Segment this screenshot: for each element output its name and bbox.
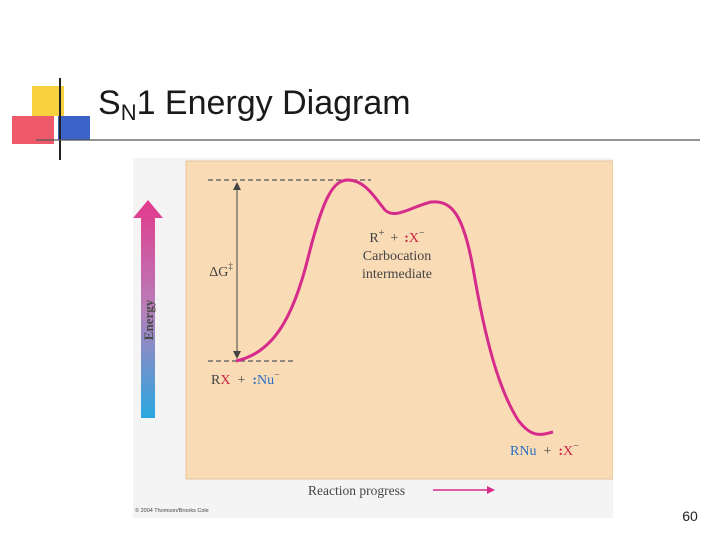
products-label: RNu +:X−: [510, 441, 579, 459]
intermediate-r-charge: +: [379, 228, 385, 239]
intermediate-r: R: [369, 231, 379, 246]
product-colon: :: [558, 444, 563, 459]
reactants-label: RX +:Nu−: [211, 370, 280, 388]
intermediate-colon: :: [404, 231, 409, 246]
product-plus: +: [543, 444, 551, 459]
delta-g-label: ΔG‡: [209, 261, 233, 280]
product-rnu: RNu: [510, 444, 536, 459]
delta-g-arrow-top: [233, 182, 241, 190]
reactant-colon: :: [252, 373, 257, 388]
title-subscript: N: [120, 100, 137, 125]
slide-title: SN1 Energy Diagram: [98, 86, 411, 124]
intermediate-x-charge: −: [419, 228, 425, 239]
delta-g-superscript: ‡: [228, 261, 233, 271]
page-number: 60: [682, 508, 698, 524]
copyright-note: © 2004 Thomson/Brooks Cole: [135, 507, 209, 514]
slide-decoration: [12, 78, 700, 160]
intermediate-plus: +: [390, 231, 398, 246]
intermediate-line1: Carbocation: [363, 249, 431, 264]
energy-axis-arrow: [133, 200, 163, 418]
plot-area: [185, 160, 613, 480]
reactant-nu: Nu: [257, 373, 274, 388]
reaction-progress-label: Reaction progress: [308, 483, 405, 498]
reaction-progress-arrowhead: [487, 486, 495, 494]
title-rest: 1 Energy Diagram: [136, 84, 411, 122]
energy-axis-label: Energy: [141, 299, 156, 340]
energy-diagram-svg: Energy ΔG‡ R+ +:X− Carbocation intermedia…: [133, 160, 613, 514]
intermediate-formula: R+ +:X−: [369, 228, 425, 246]
product-x-charge: −: [573, 441, 579, 452]
delta-g-arrow-bottom: [233, 351, 241, 359]
intermediate-line2: intermediate: [362, 267, 432, 282]
energy-curve: [235, 178, 554, 436]
title-main: S: [98, 84, 121, 122]
delta-g-text: ΔG: [209, 265, 228, 280]
product-x: X: [563, 444, 573, 459]
reactant-plus: +: [237, 373, 245, 388]
energy-diagram-figure: Energy ΔG‡ R+ +:X− Carbocation intermedia…: [133, 158, 613, 518]
deco-red-square: [12, 116, 54, 144]
deco-yellow-square: [32, 86, 64, 116]
reactant-r: R: [211, 373, 221, 388]
deco-blue-square: [58, 116, 90, 140]
reactant-nu-charge: −: [274, 370, 280, 381]
reactant-x: X: [220, 373, 230, 388]
intermediate-x: X: [409, 231, 419, 246]
